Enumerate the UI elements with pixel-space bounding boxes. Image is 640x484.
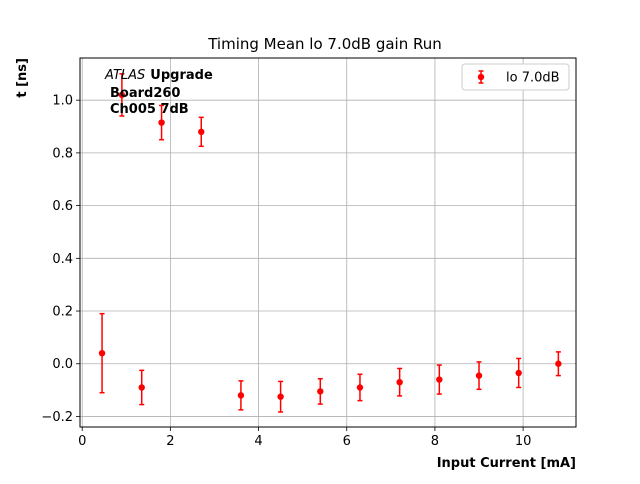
point-marker [98,350,106,357]
legend-box [461,63,570,91]
x-tick-label: 6 [343,434,351,449]
data-point [138,369,145,406]
y-tick-label: 0.2 [52,305,73,320]
x-tick-label: 10 [515,434,532,449]
point-marker [158,119,165,126]
x-tick-label: 4 [254,434,262,449]
x-tick-label: 2 [166,434,174,449]
x-tick-label: 0 [78,434,86,449]
grid [80,58,576,427]
point-marker [118,91,126,99]
data-point [515,357,522,389]
data-point [198,116,205,148]
point-marker [277,393,284,400]
point-marker [475,372,483,379]
data-point [98,312,106,394]
x-tick-label: 8 [431,434,439,449]
data-point [396,367,403,397]
y-tick-label: 0.8 [52,146,73,161]
data-point [158,104,165,141]
point-marker [317,388,324,395]
y-axis-ticks: −0.2 0.0 0.2 0.4 0.6 0.8 1.0 [41,94,80,425]
legend: lo 7.0dB [461,63,570,91]
y-tick-label: −0.2 [41,410,73,425]
x-axis-ticks: 0 2 4 6 8 10 [78,427,531,449]
point-marker [555,360,562,367]
legend-marker [477,73,485,81]
annotation-line-2: Board260 [110,86,180,101]
point-marker [515,369,522,377]
x-axis-label: Input Current [mA] [437,456,576,471]
y-tick-label: 1.0 [52,94,73,109]
y-tick-label: 0.4 [52,252,73,267]
data-point [277,380,284,413]
point-marker [237,392,245,399]
point-marker [356,384,364,391]
y-tick-label: 0.6 [52,199,73,214]
y-tick-label: 0.0 [52,357,73,372]
point-marker [396,378,403,386]
point-marker [198,128,205,135]
annotation-line-1: ATLAS Upgrade [104,68,213,83]
data-point [555,351,562,377]
plot-frame [79,57,577,428]
annotation-line-3: Ch005 7dB [110,102,189,117]
data-point [475,361,483,391]
data-point [356,373,364,402]
data-point [317,378,324,405]
atlas-annotation: ATLAS Upgrade Board260 Ch005 7dB [104,68,213,117]
annotation-atlas: ATLAS [104,68,145,83]
data-point [118,73,126,117]
chart-title: Timing Mean lo 7.0dB gain Run [207,35,442,53]
data-point [436,364,443,395]
y-axis-label: t [ns] [15,58,30,98]
point-marker [138,384,145,391]
legend-label: lo 7.0dB [506,71,560,86]
data-point [237,380,245,411]
data-points [98,73,562,413]
annotation-upgrade: Upgrade [150,68,213,83]
point-marker [436,376,443,383]
